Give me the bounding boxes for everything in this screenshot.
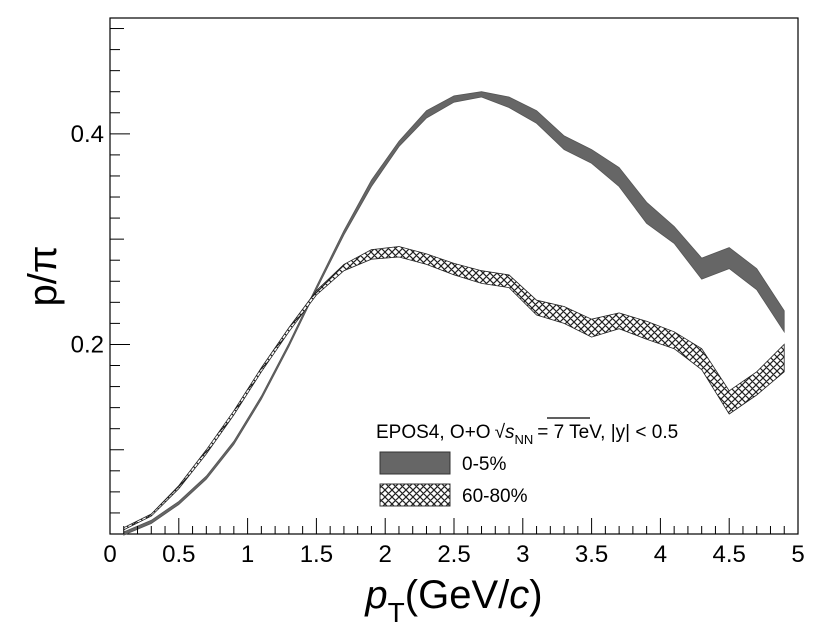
legend-s-sub: NN <box>515 432 534 447</box>
x-tick-label: 0 <box>103 541 116 568</box>
y-tick-label: 0.4 <box>71 121 104 148</box>
x-tick-label: 1 <box>241 541 254 568</box>
x-axis-title-unit: (GeV/ <box>405 573 510 617</box>
series-layer <box>123 91 785 536</box>
legend: EPOS4, O+O √sNN = 7 TeV, |y| < 0.5 0-5% 60… <box>376 417 678 507</box>
x-tick-label: 3 <box>516 541 529 568</box>
x-axis-title-close: ) <box>529 573 542 617</box>
series-band-60-80% <box>123 246 785 531</box>
x-axis-title-p: p <box>364 573 387 617</box>
y-tick-label: 0.2 <box>71 331 104 358</box>
x-tick-label: 5 <box>791 541 804 568</box>
x-axis-title-c: c <box>509 573 529 617</box>
x-tick-label: 0.5 <box>162 541 195 568</box>
legend-sqrt: √ <box>495 422 506 443</box>
y-axis-title: p/π <box>21 246 65 307</box>
legend-s: s <box>505 422 515 443</box>
legend-label-60-80: 60-80% <box>462 486 528 507</box>
x-tick-label: 3.5 <box>575 541 608 568</box>
legend-title-prefix: EPOS4, O+O <box>376 422 491 443</box>
legend-title: EPOS4, O+O √sNN = 7 TeV, |y| < 0.5 <box>376 422 678 447</box>
x-tick-label: 4 <box>654 541 667 568</box>
x-axis-title: pT(GeV/c) <box>364 573 542 628</box>
legend-swatch-0-5 <box>379 451 451 475</box>
tick-labels: 0 0.5 1 1.5 2 2.5 3 3.5 4 4.5 5 0.2 0.4 <box>71 121 805 568</box>
x-tick-label: 2.5 <box>437 541 470 568</box>
legend-swatch-60-80 <box>379 483 451 507</box>
legend-title-suffix: = 7 TeV, |y| < 0.5 <box>537 422 678 443</box>
ticks-layer <box>109 28 799 534</box>
x-axis-title-sub: T <box>388 597 405 628</box>
x-tick-label: 2 <box>379 541 392 568</box>
x-tick-label: 1.5 <box>300 541 333 568</box>
x-tick-label: 4.5 <box>713 541 746 568</box>
series-band-0-5% <box>123 91 785 536</box>
plot-frame <box>109 17 799 535</box>
plot-frame-group <box>109 17 799 535</box>
legend-label-0-5: 0-5% <box>462 454 506 475</box>
